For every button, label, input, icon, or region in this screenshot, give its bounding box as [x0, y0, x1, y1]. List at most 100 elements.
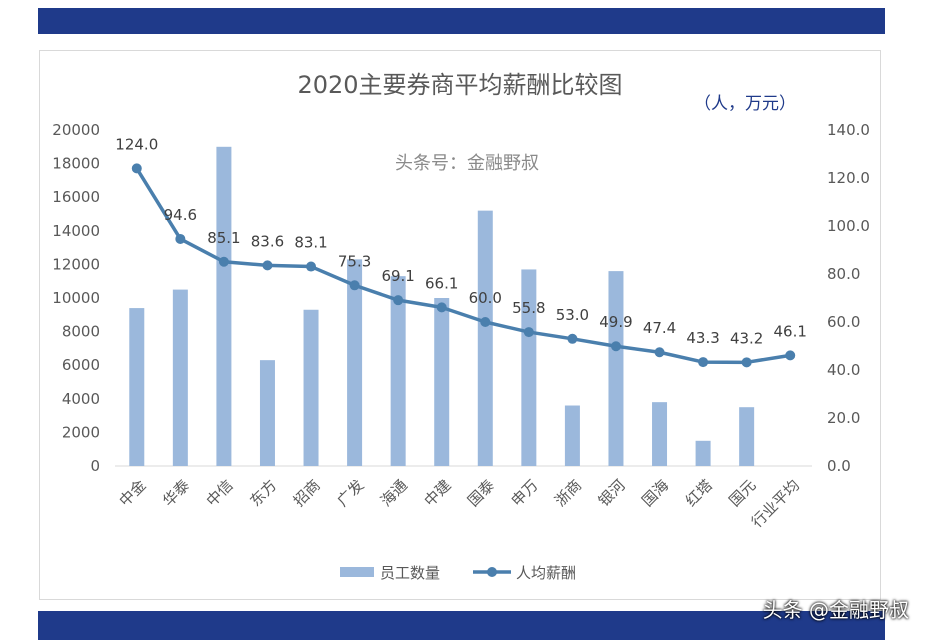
unit-note: （人，万元） — [694, 94, 796, 114]
left-tick-label: 10000 — [52, 289, 100, 307]
category-label: 申万 — [508, 476, 542, 510]
line-point — [175, 233, 186, 244]
data-labels: 124.0 94.6 85.1 83.6 83.1 75.3 69.1 66.1 60.0 55.… — [115, 135, 807, 347]
bar — [390, 276, 406, 466]
category-label: 广发 — [333, 476, 367, 510]
line-point — [480, 317, 491, 327]
data-label: 94.6 — [164, 206, 197, 224]
category-label: 华泰 — [159, 476, 193, 510]
bar — [608, 271, 624, 466]
data-label: 75.3 — [338, 252, 371, 270]
category-label: 行业平均 — [748, 476, 803, 531]
bar — [521, 269, 537, 466]
data-label: 49.9 — [599, 313, 632, 331]
data-label: 47.4 — [643, 319, 676, 337]
left-tick-label: 14000 — [52, 222, 100, 240]
bar — [434, 298, 450, 466]
bar — [216, 146, 232, 467]
line-point — [610, 341, 621, 352]
data-label: 85.1 — [207, 229, 240, 247]
category-label: 中信 — [203, 476, 237, 510]
category-label: 中建 — [421, 476, 455, 510]
data-label: 43.3 — [686, 329, 719, 347]
line-point — [785, 350, 796, 361]
bar — [259, 360, 275, 466]
left-tick-label: 6000 — [62, 356, 100, 374]
footer-watermark: 头条 @金融野叔 — [762, 598, 909, 622]
salary-line — [135, 167, 791, 365]
bar — [172, 289, 188, 466]
bar — [129, 308, 145, 466]
watermark-text: 头条号：金融野叔 — [395, 153, 539, 174]
right-axis: 0.0 20.0 40.0 60.0 80.0 100.0 120.0 140.0 — [827, 121, 870, 475]
right-tick-label: 80.0 — [827, 265, 860, 283]
line-series — [131, 163, 796, 368]
category-label: 东方 — [246, 476, 280, 510]
line-point — [262, 260, 273, 271]
line-point — [306, 261, 317, 272]
category-label: 国泰 — [464, 476, 498, 510]
bar — [739, 407, 755, 466]
left-tick-label: 2000 — [62, 423, 100, 441]
category-label: 中金 — [116, 476, 150, 510]
data-label: 83.1 — [294, 234, 327, 252]
right-tick-label: 120.0 — [827, 169, 870, 187]
data-label: 55.8 — [512, 299, 545, 317]
legend-bar-swatch — [340, 567, 374, 577]
bar — [477, 210, 493, 466]
data-label: 46.1 — [774, 322, 807, 340]
data-label: 124.0 — [115, 135, 158, 153]
bottom-banner — [38, 611, 885, 640]
bar — [695, 440, 711, 466]
data-label: 60.0 — [469, 289, 502, 307]
left-tick-label: 4000 — [62, 390, 100, 408]
right-tick-label: 20.0 — [827, 409, 860, 427]
left-tick-label: 18000 — [52, 155, 100, 173]
line-point — [523, 327, 534, 338]
category-label: 红塔 — [682, 476, 716, 510]
data-label: 53.0 — [556, 306, 589, 324]
right-tick-label: 60.0 — [827, 313, 860, 331]
line-point — [131, 163, 142, 174]
left-tick-label: 12000 — [52, 255, 100, 273]
legend-line-label: 人均薪酬 — [516, 564, 576, 582]
bar — [347, 259, 363, 466]
line-point — [218, 256, 229, 267]
left-tick-label: 20000 — [52, 121, 100, 139]
line-point — [741, 357, 752, 368]
line-point — [698, 357, 709, 368]
data-label: 43.2 — [730, 329, 763, 347]
right-tick-label: 0.0 — [827, 457, 851, 475]
legend: 员工数量 人均薪酬 — [340, 564, 576, 582]
data-label: 66.1 — [425, 274, 458, 292]
bar — [303, 309, 319, 466]
line-point — [436, 302, 447, 313]
line-point — [349, 280, 360, 291]
category-label: 浙商 — [551, 476, 585, 510]
data-label: 69.1 — [381, 267, 414, 285]
left-tick-label: 0 — [90, 457, 100, 475]
bar — [652, 402, 668, 466]
legend-bar-label: 员工数量 — [380, 564, 440, 582]
right-tick-label: 140.0 — [827, 121, 870, 139]
line-point — [393, 295, 404, 306]
bar-series — [129, 146, 755, 467]
left-axis: 0 2000 4000 6000 8000 10000 12000 14000 16000 180… — [52, 121, 812, 475]
top-banner — [38, 8, 885, 34]
category-label: 海通 — [377, 476, 411, 510]
category-label: 银河 — [595, 476, 629, 510]
right-tick-label: 40.0 — [827, 361, 860, 379]
data-label: 83.6 — [251, 232, 284, 250]
line-point — [567, 333, 578, 344]
left-tick-label: 16000 — [52, 188, 100, 206]
line-point — [654, 347, 665, 358]
bar — [564, 405, 580, 466]
category-label: 国海 — [638, 476, 672, 510]
category-label: 招商 — [290, 476, 324, 510]
category-label: 国元 — [726, 476, 760, 510]
right-tick-label: 100.0 — [827, 217, 870, 235]
legend-line-marker — [487, 567, 497, 577]
chart-title: 2020主要券商平均薪酬比较图 — [297, 71, 622, 99]
